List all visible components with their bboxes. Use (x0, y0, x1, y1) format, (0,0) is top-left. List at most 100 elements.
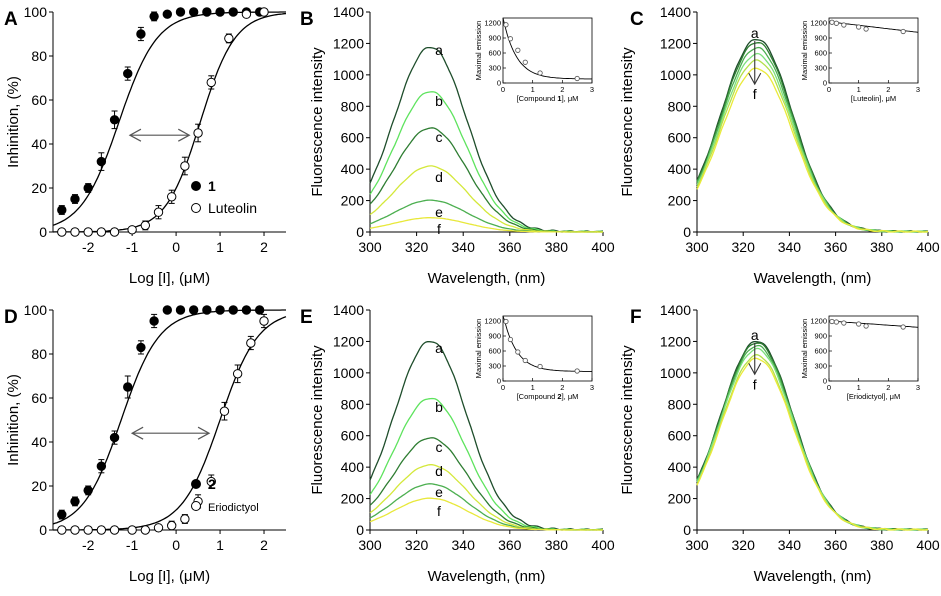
inset-data-point (856, 321, 862, 327)
x-tick-label: 300 (358, 239, 382, 255)
y-tick-label: 200 (341, 193, 365, 209)
x-tick-label: 300 (358, 537, 382, 553)
y-axis-title: Fluorescence intensity (619, 345, 636, 495)
data-point (175, 305, 186, 315)
data-point (241, 9, 252, 19)
inset-data-point (522, 59, 528, 65)
spectrum-line-mid3 (696, 52, 928, 233)
inset-y-tick-label: 1200 (810, 317, 827, 326)
data-point (166, 520, 177, 531)
y-tick-label: 200 (668, 193, 692, 209)
data-point (180, 161, 190, 171)
arrow-head-left (130, 426, 144, 440)
inset-data-point (863, 26, 869, 32)
arrow-head-left (128, 128, 142, 142)
inset-y-tick-label: 600 (814, 347, 827, 356)
curve-label-f: f (437, 221, 441, 237)
inset-y-tick-label: 1200 (484, 317, 501, 326)
inset-x-tick-label: 2 (886, 85, 890, 94)
curve-label-f: f (753, 86, 757, 102)
panel-label: D (4, 307, 18, 328)
inset-x-tick-label: 3 (916, 383, 920, 392)
y-tick-label: 1000 (660, 365, 691, 381)
x-axis-title: Log [I], (μM) (129, 270, 210, 287)
inset-y-tick-label: 900 (488, 34, 501, 43)
inset-y-tick-label: 900 (488, 332, 501, 341)
panel-D: 0 20 40 60 80 100 -2 -1 0 1 2 Log [I], (μM) Inhiniti… (4, 302, 287, 585)
inset-y-tick-label: 600 (814, 49, 827, 58)
spectrum-line-f (369, 217, 604, 233)
y-tick-label: 1200 (333, 333, 364, 349)
legend: 1 Luteolin (191, 178, 257, 216)
x-tick-label: -1 (126, 239, 139, 255)
y-tick-label: 20 (31, 180, 47, 196)
x-tick-label: -2 (82, 537, 95, 553)
data-point (259, 316, 269, 326)
data-point (228, 305, 238, 315)
y-tick-label: 600 (341, 130, 365, 146)
y-tick-label: 1400 (660, 4, 691, 20)
panel-label: B (300, 9, 314, 30)
inset-plot: 0 300 600 900 1200 0 1 2 3 [Compound 1], μM Maxima… (474, 17, 594, 103)
y-tick-label: 0 (39, 224, 47, 240)
x-tick-label: 400 (591, 239, 615, 255)
x-tick-label: 2 (260, 537, 268, 553)
inset-data-point (503, 22, 509, 28)
inset-y-tick-label: 0 (497, 377, 501, 386)
spectrum-line-f (696, 67, 929, 233)
inset-x-tick-label: 1 (857, 383, 861, 392)
inset-data-point (841, 22, 847, 28)
x-tick-label: 340 (452, 537, 476, 553)
data-point (193, 128, 203, 138)
data-point (149, 11, 159, 22)
inset-x-tick-label: 2 (560, 383, 564, 392)
spectrum-line-f (696, 357, 929, 531)
trend-arrow (748, 343, 762, 376)
data-point (188, 305, 199, 315)
legend-label: 1 (208, 178, 216, 194)
inset-y-tick-label: 300 (814, 362, 827, 371)
y-tick-label: 600 (341, 428, 365, 444)
x-axis-title: Wavelength, (nm) (428, 270, 546, 287)
arrow-head (748, 363, 762, 376)
legend-label: 2 (208, 476, 216, 492)
y-tick-label: 1000 (660, 67, 691, 83)
x-tick-label: 340 (452, 239, 476, 255)
panel-label: C (630, 9, 644, 30)
data-point (202, 305, 212, 315)
x-tick-label: 360 (824, 537, 848, 553)
legend-marker (191, 181, 201, 191)
inset-y-title: Maximal emission (800, 319, 809, 379)
data-point (149, 316, 159, 326)
curve-label-e: e (435, 204, 443, 220)
y-tick-label: 60 (31, 92, 47, 108)
curve-label-c: c (436, 129, 443, 145)
data-point (83, 227, 93, 237)
inset-x-tick-label: 3 (590, 383, 594, 392)
y-axis-title: Fluorescence intensity (309, 47, 326, 197)
series-luteolin (52, 7, 287, 237)
x-tick-label: 360 (824, 239, 848, 255)
data-point (206, 77, 216, 88)
inset-y-tick-label: 0 (823, 377, 827, 386)
legend-marker (191, 479, 201, 489)
inset-x-tick-label: 2 (886, 383, 890, 392)
inset-y-tick-label: 600 (488, 347, 501, 356)
y-tick-label: 0 (356, 224, 364, 240)
data-point (224, 33, 234, 44)
inset-x-title: [Luteolin], μM (851, 94, 896, 103)
data-point (254, 305, 265, 315)
curve-label-f: f (753, 376, 757, 392)
inset-data-point (574, 368, 580, 374)
legend-marker (191, 203, 201, 213)
y-tick-label: 400 (668, 161, 692, 177)
inset-data-point (900, 324, 906, 330)
inset-data-point (522, 357, 528, 364)
arrow-head (748, 72, 762, 86)
inset-data-point (833, 20, 840, 26)
y-tick-label: 1200 (333, 35, 364, 51)
data-point (127, 525, 137, 535)
inset-y-tick-label: 1200 (810, 19, 827, 28)
x-tick-label: 1 (216, 239, 224, 255)
